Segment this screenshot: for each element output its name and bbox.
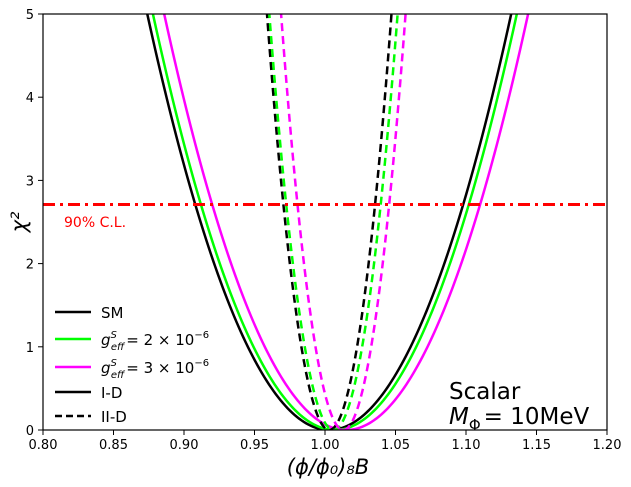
y-tick-label-0: 0	[26, 424, 34, 439]
y-tick-label-1: 1	[26, 341, 34, 356]
y-tick-label-3: 3	[26, 174, 34, 189]
legend-g2-sup: S	[111, 330, 118, 341]
y-axis-label: χ²	[7, 211, 31, 233]
x-tick-label-3: 0.95	[240, 438, 269, 453]
curve-series-2	[162, 14, 530, 430]
scenario-annotation: Scalar MΦ = 10MeV	[449, 379, 590, 434]
legend-g3-label: gS eff = 3 × 10−6	[101, 358, 209, 381]
x-tick-label-6: 1.10	[452, 438, 481, 453]
x-axis-ticks: 0.80 0.85 0.90 0.95 1.00 1.05 1.10 1.15 1.20	[29, 430, 622, 453]
y-tick-label-5: 5	[26, 8, 34, 23]
legend-g3-sub: eff	[111, 370, 126, 381]
cl90-label: 90% C.L.	[64, 215, 126, 231]
legend: SM gS eff = 2 × 10−6 gS eff = 3 × 10−6 I-D I…	[55, 304, 209, 426]
legend-g3-exp: −6	[194, 358, 209, 369]
curve-series-1	[151, 14, 519, 430]
legend-id-label: I-D	[101, 384, 122, 402]
x-axis-label: (ϕ/ϕ₀)₈B	[287, 455, 369, 479]
scenario-title: Scalar	[449, 379, 521, 405]
mass-value: = 10MeV	[484, 404, 590, 430]
legend-g3-sup: S	[111, 358, 118, 369]
legend-sm-label: SM	[101, 304, 123, 322]
x-tick-label-2: 0.90	[170, 438, 199, 453]
legend-g2-value: = 2 × 10	[126, 331, 194, 349]
x-tick-label-4: 1.00	[311, 438, 340, 453]
legend-g2-exp: −6	[194, 330, 209, 341]
mass-symbol: M	[449, 404, 469, 430]
curve-layer	[146, 14, 530, 430]
y-tick-label-4: 4	[26, 91, 34, 106]
curve-series-5	[279, 14, 407, 430]
y-tick-label-2: 2	[26, 258, 34, 273]
legend-g2-sub: eff	[111, 342, 126, 353]
curve-series-0	[146, 14, 513, 430]
legend-g2-label: gS eff = 2 × 10−6	[101, 330, 209, 353]
scenario-mass: MΦ = 10MeV	[449, 404, 590, 434]
x-tick-label-8: 1.20	[593, 438, 622, 453]
x-tick-label-7: 1.15	[522, 438, 551, 453]
curve-series-3	[265, 14, 393, 430]
curve-series-4	[268, 14, 399, 430]
x-tick-label-5: 1.05	[381, 438, 410, 453]
x-tick-label-1: 0.85	[99, 438, 128, 453]
mass-subscript: Φ	[469, 416, 481, 434]
legend-g3-value: = 3 × 10	[126, 359, 194, 377]
legend-iid-label: II-D	[101, 408, 127, 426]
x-tick-label-0: 0.80	[29, 438, 58, 453]
legend-g3-base: g	[101, 359, 111, 377]
y-axis-ticks: 0 1 2 3 4 5	[26, 8, 43, 439]
legend-g2-base: g	[101, 331, 111, 349]
reference-line-group: 90% C.L.	[43, 203, 607, 231]
